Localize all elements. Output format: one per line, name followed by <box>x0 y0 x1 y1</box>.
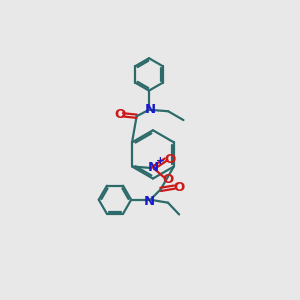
Text: O: O <box>162 173 174 186</box>
Text: +: + <box>156 157 164 166</box>
Text: O: O <box>114 108 125 121</box>
Text: -: - <box>175 179 179 189</box>
Text: N: N <box>145 103 156 116</box>
Text: N: N <box>143 195 155 208</box>
Text: O: O <box>164 153 175 166</box>
Text: O: O <box>173 181 184 194</box>
Text: N: N <box>148 161 159 175</box>
